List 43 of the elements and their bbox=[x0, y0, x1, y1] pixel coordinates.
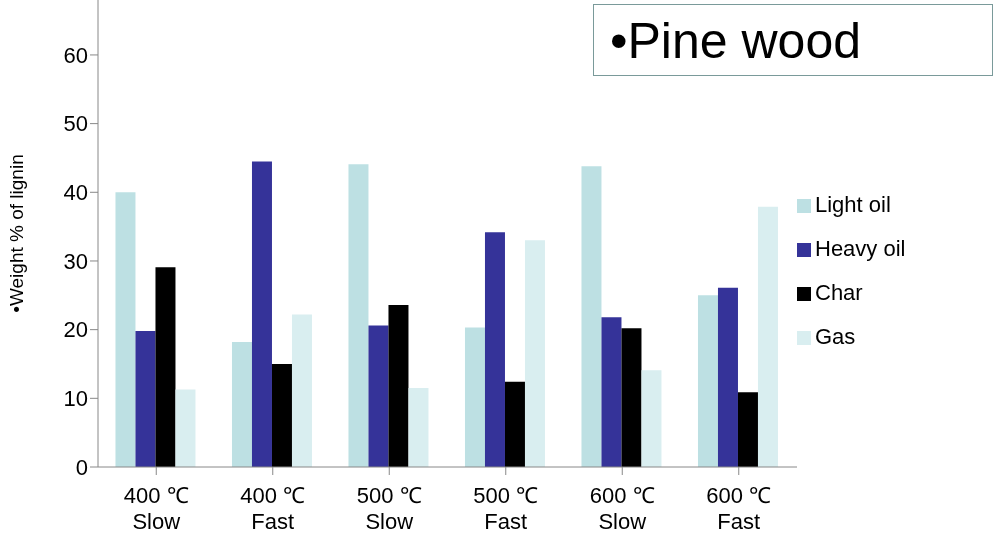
bar bbox=[348, 164, 369, 467]
x-tick-label: 500 ℃ Fast bbox=[473, 483, 539, 534]
bar bbox=[271, 363, 292, 467]
bar bbox=[251, 161, 272, 467]
bar bbox=[115, 192, 136, 467]
bar bbox=[697, 295, 718, 467]
bar bbox=[717, 287, 738, 467]
y-tick-label: 0 bbox=[75, 454, 88, 480]
x-tick-label: 500 ℃ Slow bbox=[356, 483, 422, 534]
y-tick-label: 40 bbox=[63, 180, 88, 206]
chart-title: •Pine wood bbox=[593, 4, 993, 76]
legend-label: Gas bbox=[815, 324, 856, 349]
y-tick-label: 50 bbox=[63, 111, 88, 137]
x-tick-label: 400 ℃ Fast bbox=[240, 483, 306, 534]
bar bbox=[175, 389, 196, 467]
x-tick-label: 400 ℃ Slow bbox=[123, 483, 189, 534]
x-tick-label: 600 ℃ Slow bbox=[589, 483, 655, 534]
bar bbox=[601, 317, 622, 467]
bar bbox=[641, 370, 662, 467]
bar bbox=[621, 328, 642, 467]
bar bbox=[524, 240, 545, 467]
y-tick-label: 60 bbox=[63, 42, 88, 68]
bar bbox=[388, 304, 409, 467]
legend-label: Heavy oil bbox=[815, 236, 906, 261]
bar bbox=[737, 392, 758, 467]
bar bbox=[464, 327, 485, 467]
bar bbox=[155, 267, 176, 467]
bar bbox=[135, 331, 156, 467]
y-tick-label: 10 bbox=[63, 386, 88, 412]
bar bbox=[408, 388, 429, 467]
bar bbox=[484, 232, 505, 467]
y-axis-title: •Weight % of lignin bbox=[5, 154, 27, 313]
legend-label: Light oil bbox=[815, 192, 891, 217]
y-tick-label: 20 bbox=[63, 317, 88, 343]
bar bbox=[581, 166, 602, 467]
bar bbox=[231, 342, 252, 467]
y-tick-label: 30 bbox=[63, 248, 88, 274]
legend-label: Char bbox=[815, 280, 863, 305]
bar bbox=[504, 381, 525, 467]
bar bbox=[368, 325, 389, 467]
bar bbox=[291, 314, 312, 467]
x-tick-label: 600 ℃ Fast bbox=[706, 483, 772, 534]
bar bbox=[757, 206, 778, 467]
